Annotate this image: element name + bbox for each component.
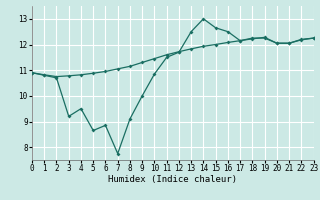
X-axis label: Humidex (Indice chaleur): Humidex (Indice chaleur)	[108, 175, 237, 184]
